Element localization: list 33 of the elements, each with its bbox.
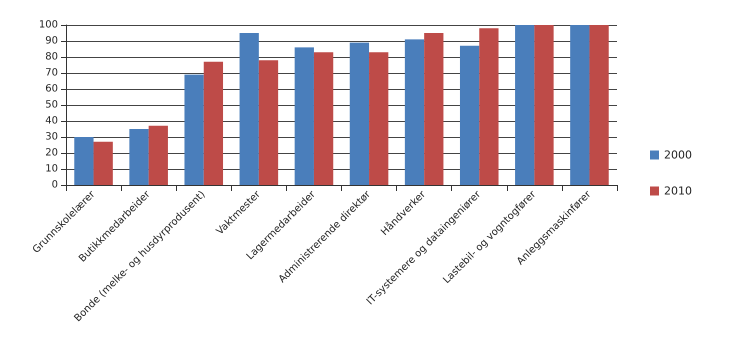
y-tick-label: 20 bbox=[45, 148, 58, 158]
y-tick-label: 40 bbox=[45, 116, 58, 126]
bar bbox=[479, 28, 499, 185]
y-tick-label: 70 bbox=[45, 68, 58, 78]
bar bbox=[204, 62, 224, 185]
legend-label: 2000 bbox=[664, 148, 692, 162]
y-tick-label: 100 bbox=[38, 20, 58, 30]
bar bbox=[589, 25, 609, 185]
bar bbox=[369, 52, 388, 185]
bar bbox=[534, 25, 554, 185]
y-tick-label: 10 bbox=[45, 164, 58, 174]
bar bbox=[258, 60, 278, 185]
y-tick-label: 60 bbox=[45, 84, 58, 94]
bar bbox=[424, 33, 444, 185]
bar bbox=[74, 137, 94, 185]
bar bbox=[350, 42, 370, 185]
y-tick-label: 50 bbox=[45, 100, 58, 110]
bar bbox=[294, 47, 314, 185]
y-tick-label: 0 bbox=[52, 180, 58, 190]
bar bbox=[148, 126, 168, 185]
bar bbox=[94, 142, 113, 185]
bar bbox=[515, 25, 534, 185]
bar bbox=[240, 33, 259, 185]
y-tick-label: 80 bbox=[45, 52, 58, 62]
legend-label: 2010 bbox=[664, 184, 692, 198]
bar bbox=[460, 46, 480, 185]
bar bbox=[404, 39, 424, 185]
bar bbox=[314, 52, 334, 185]
y-tick-label: 30 bbox=[45, 132, 58, 142]
y-tick-label: 90 bbox=[45, 36, 58, 46]
bar bbox=[129, 129, 149, 185]
bar bbox=[184, 74, 204, 185]
bar bbox=[570, 25, 590, 185]
